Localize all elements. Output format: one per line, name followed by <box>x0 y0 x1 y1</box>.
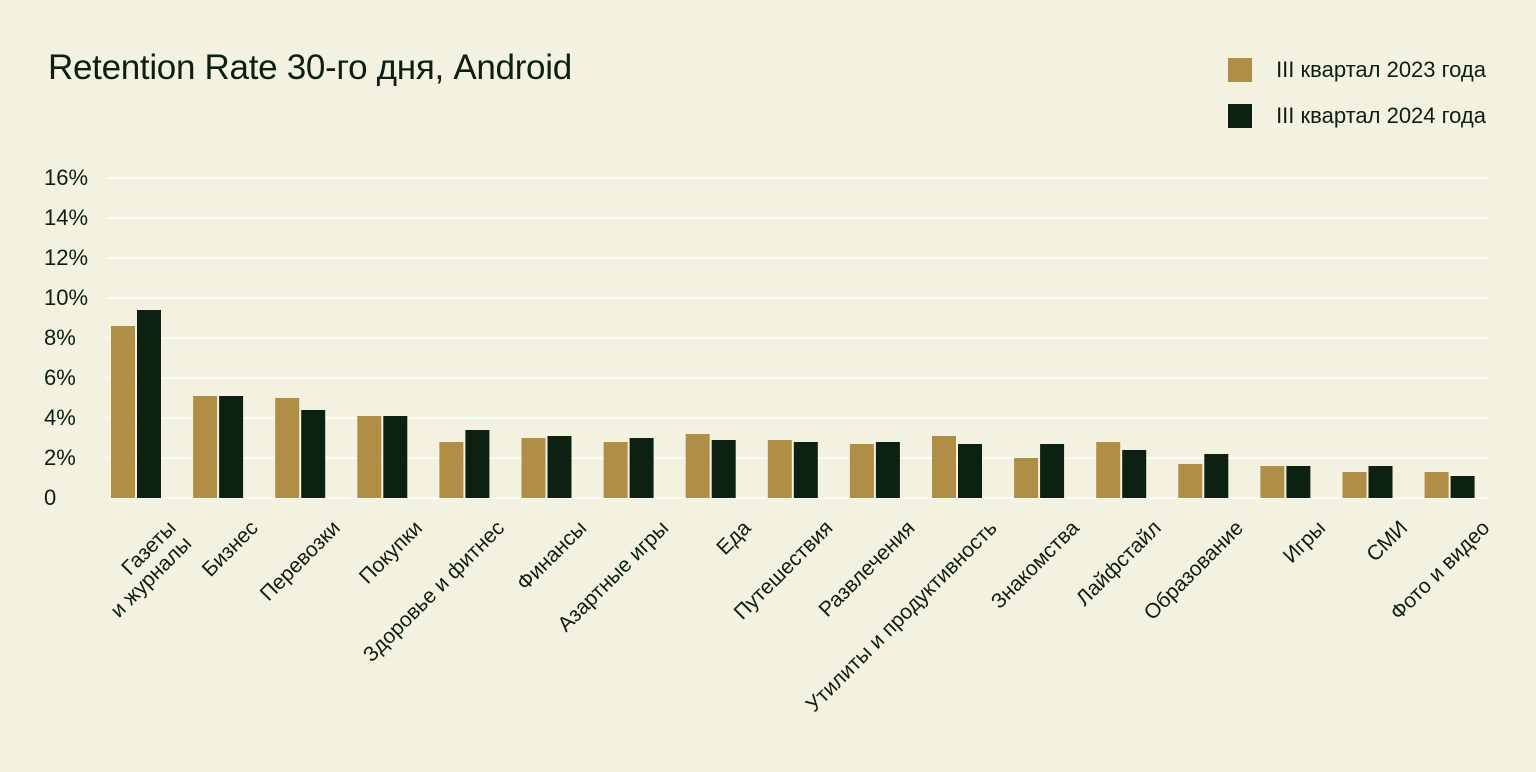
bar-2024 <box>219 396 244 498</box>
x-tick-label: Здоровье и фитнес <box>359 516 509 666</box>
legend-label-2023: III квартал 2023 года <box>1276 57 1486 82</box>
x-tick-label-line: Еда <box>712 516 755 559</box>
x-tick-label: СМИ <box>1362 516 1412 566</box>
y-tick-label: 4% <box>44 405 76 430</box>
y-tick-label: 0 <box>44 485 56 510</box>
bar-2023 <box>275 398 300 498</box>
bar-2023 <box>111 326 135 498</box>
legend-label-2024: III квартал 2024 года <box>1276 103 1486 128</box>
bar-2023 <box>767 440 792 498</box>
legend-item-2023: III квартал 2023 года <box>1228 57 1486 82</box>
x-tick-label: Еда <box>712 516 755 559</box>
x-tick-label-line: Финансы <box>513 516 592 595</box>
legend-item-2024: III квартал 2024 года <box>1228 103 1486 128</box>
x-tick-label: Игры <box>1279 516 1330 567</box>
bar-2024 <box>547 436 572 498</box>
bar-2024 <box>711 440 736 498</box>
bar-2024 <box>1204 454 1229 498</box>
bar-2024 <box>1040 444 1065 498</box>
x-tick-label: Финансы <box>513 516 592 595</box>
bar-2024 <box>1450 476 1475 498</box>
legend-swatch-2024 <box>1228 104 1253 128</box>
bar-2023 <box>1424 472 1449 498</box>
bar-2023 <box>1014 458 1039 498</box>
y-tick-label: 10% <box>44 285 88 310</box>
bar-2023 <box>603 442 628 498</box>
bar-2024 <box>793 442 818 498</box>
bar-2023 <box>932 436 956 498</box>
y-tick-label: 8% <box>44 325 76 350</box>
x-tick-label-line: Перевозки <box>256 516 345 605</box>
x-tick-label: Бизнес <box>198 516 263 581</box>
y-tick-label: 16% <box>44 165 88 190</box>
bar-2023 <box>685 434 710 498</box>
bar-2023 <box>1178 464 1203 498</box>
bar-2024 <box>301 410 326 498</box>
x-tick-label-line: Бизнес <box>198 516 263 581</box>
x-tick-label-line: Здоровье и фитнес <box>359 516 509 666</box>
legend-swatch-2023 <box>1228 58 1253 82</box>
y-tick-label: 6% <box>44 365 76 390</box>
bar-2024 <box>1122 450 1147 498</box>
y-tick-label: 14% <box>44 205 88 230</box>
bar-2024 <box>465 430 490 498</box>
bars <box>111 310 1475 498</box>
bar-2023 <box>1096 442 1121 498</box>
x-tick-label: Покупки <box>355 516 427 588</box>
bar-2023 <box>193 396 218 498</box>
bar-2023 <box>1260 466 1285 498</box>
bar-2024 <box>383 416 408 498</box>
bar-2024 <box>1368 466 1393 498</box>
x-tick-label-line: СМИ <box>1362 516 1412 566</box>
x-tick-label-line: Игры <box>1279 516 1330 567</box>
bar-2023 <box>357 416 382 498</box>
x-tick-label: Газетыи журналы <box>91 516 197 622</box>
bar-2024 <box>137 310 161 498</box>
bar-2023 <box>1342 472 1367 498</box>
chart-legend: III квартал 2023 года III квартал 2024 г… <box>1228 57 1486 150</box>
y-tick-label: 2% <box>44 445 76 470</box>
bar-2024 <box>958 444 982 498</box>
y-axis-ticks: 0 2% 4% 6% 8% 10% 12% 14% 16% <box>44 165 88 510</box>
y-tick-label: 12% <box>44 245 88 270</box>
x-tick-label-line: Покупки <box>355 516 427 588</box>
x-tick-label-line: Знакомства <box>987 516 1084 613</box>
bar-2023 <box>439 442 464 498</box>
x-tick-label: Знакомства <box>987 516 1084 613</box>
bar-2024 <box>875 442 900 498</box>
bar-2024 <box>629 438 654 498</box>
x-tick-label: Перевозки <box>256 516 345 605</box>
chart-title: Retention Rate 30-го дня, Android <box>48 48 572 87</box>
bar-2023 <box>521 438 546 498</box>
bar-2024 <box>1286 466 1311 498</box>
bar-2023 <box>849 444 874 498</box>
